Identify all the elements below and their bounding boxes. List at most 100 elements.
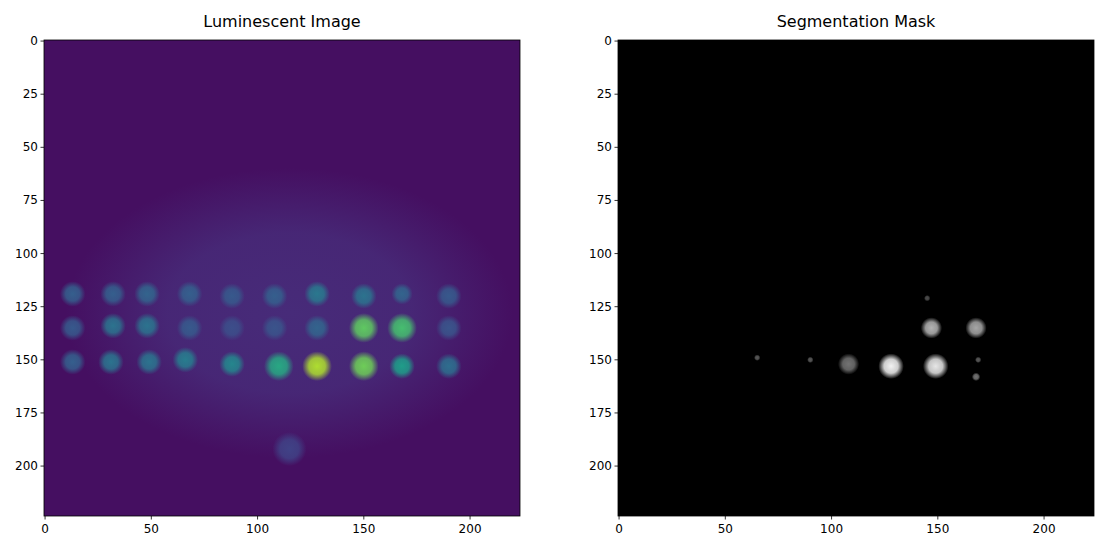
- y-tick-label: 0: [30, 34, 38, 48]
- y-tick: [41, 466, 45, 467]
- spot: [60, 281, 86, 307]
- x-tick: [363, 516, 364, 520]
- spot: [173, 347, 199, 373]
- spot: [975, 357, 981, 363]
- y-tick-label: 100: [15, 247, 38, 261]
- image: [44, 40, 520, 516]
- panel-title: Segmentation Mask: [777, 12, 936, 31]
- spot: [262, 315, 288, 341]
- spot: [838, 353, 859, 374]
- spot: [754, 355, 760, 361]
- x-tick-label: 200: [459, 522, 482, 536]
- spot: [134, 313, 160, 339]
- y-tick: [615, 253, 619, 254]
- x-tick: [831, 516, 832, 520]
- spot: [219, 351, 245, 377]
- x-tick: [1044, 516, 1045, 520]
- spot: [965, 317, 986, 338]
- spot: [134, 281, 160, 307]
- spot: [66, 168, 512, 458]
- panel: 0501001502000255075100125150175200Lumine…: [15, 12, 520, 536]
- y-tick-label: 175: [589, 406, 612, 420]
- y-tick-label: 150: [15, 353, 38, 367]
- spot: [304, 315, 330, 341]
- y-tick-label: 75: [23, 193, 38, 207]
- x-tick-label: 50: [718, 522, 733, 536]
- x-tick: [151, 516, 152, 520]
- spot: [60, 315, 86, 341]
- y-tick-label: 150: [589, 353, 612, 367]
- y-tick: [615, 466, 619, 467]
- x-tick: [45, 516, 46, 520]
- y-tick-label: 200: [15, 459, 38, 473]
- spot: [878, 353, 904, 379]
- x-tick-label: 100: [246, 522, 269, 536]
- panel: 0501001502000255075100125150175200Segmen…: [589, 12, 1094, 536]
- y-tick-label: 100: [589, 247, 612, 261]
- y-tick-label: 175: [15, 406, 38, 420]
- spot: [436, 283, 462, 309]
- x-tick-label: 0: [41, 522, 49, 536]
- y-tick: [41, 147, 45, 148]
- x-tick-label: 0: [615, 522, 623, 536]
- spot: [349, 351, 379, 381]
- spot: [219, 315, 245, 341]
- frame: [618, 40, 1094, 516]
- spot: [807, 357, 813, 363]
- x-tick-label: 150: [926, 522, 949, 536]
- image: [618, 40, 1094, 516]
- x-tick-label: 200: [1033, 522, 1056, 536]
- y-tick: [615, 94, 619, 95]
- spot: [923, 353, 949, 379]
- y-tick: [41, 359, 45, 360]
- spot: [351, 283, 377, 309]
- spot: [177, 315, 203, 341]
- spot: [177, 281, 203, 307]
- spot: [436, 315, 462, 341]
- spot: [219, 283, 245, 309]
- spot: [272, 432, 306, 466]
- spot: [924, 295, 930, 301]
- spot: [391, 283, 412, 304]
- y-tick-label: 0: [604, 34, 612, 48]
- spot: [436, 353, 462, 379]
- y-tick: [615, 147, 619, 148]
- x-tick-label: 50: [144, 522, 159, 536]
- spot: [972, 373, 981, 382]
- spot: [98, 349, 124, 375]
- spot: [136, 349, 162, 375]
- spot: [100, 281, 126, 307]
- y-tick: [615, 41, 619, 42]
- x-tick: [470, 516, 471, 520]
- y-tick: [615, 200, 619, 201]
- y-tick-label: 75: [597, 193, 612, 207]
- x-tick: [937, 516, 938, 520]
- y-tick: [615, 412, 619, 413]
- y-tick: [615, 306, 619, 307]
- figure: 0 50 100 150 200 0 25 50 75 100 125 150 175 200 Lumine…: [0, 0, 1100, 554]
- spot: [389, 353, 415, 379]
- y-tick-label: 200: [589, 459, 612, 473]
- x-tick: [619, 516, 620, 520]
- spot: [100, 313, 126, 339]
- y-tick-label: 50: [597, 140, 612, 154]
- spot: [349, 313, 379, 343]
- y-tick: [41, 41, 45, 42]
- spot: [304, 281, 330, 307]
- panel-title: Luminescent Image: [203, 12, 360, 31]
- x-tick: [257, 516, 258, 520]
- frame: [44, 40, 520, 516]
- x-tick-label: 100: [820, 522, 843, 536]
- spot: [60, 349, 86, 375]
- spot: [264, 351, 294, 381]
- y-tick: [41, 200, 45, 201]
- y-tick: [41, 253, 45, 254]
- y-tick-label: 50: [23, 140, 38, 154]
- y-tick-label: 25: [23, 87, 38, 101]
- spot: [921, 317, 942, 338]
- y-tick-label: 125: [15, 300, 38, 314]
- spot: [387, 313, 417, 343]
- image-background: [44, 40, 520, 516]
- y-tick: [615, 359, 619, 360]
- y-tick: [41, 94, 45, 95]
